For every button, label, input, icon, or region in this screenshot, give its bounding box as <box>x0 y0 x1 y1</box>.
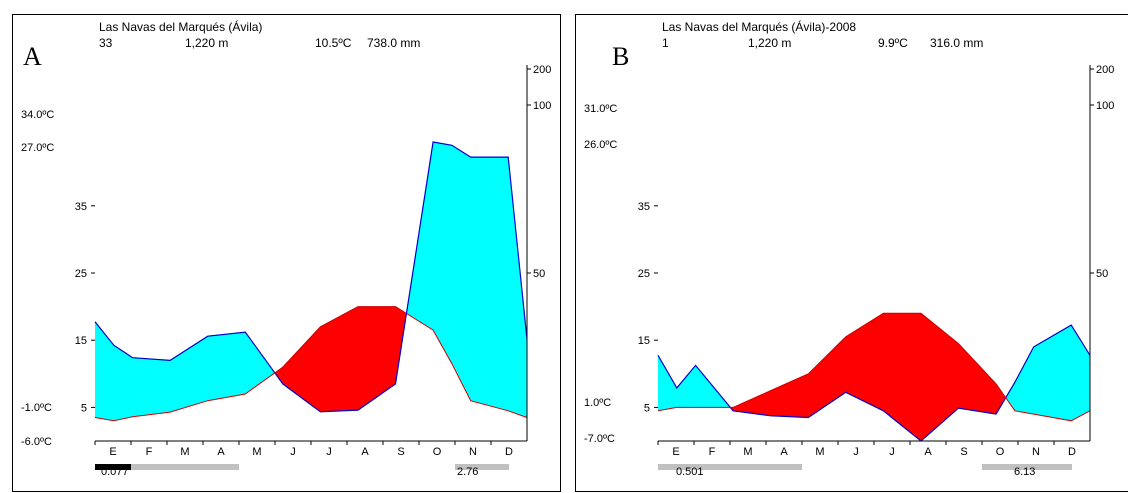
month-label: N <box>1032 446 1040 458</box>
month-label: S <box>397 446 404 458</box>
left-tick-label: 35 <box>75 201 87 213</box>
stat-altitude: 1,220 m <box>185 36 228 50</box>
dry-area <box>95 142 527 412</box>
stat-mean-temp: 10.5ºC <box>315 36 352 50</box>
climate-diagram-panel-b: B Las Navas del Marqués (Ávila)-2008 1 1… <box>575 14 1128 492</box>
humid-area <box>95 142 527 421</box>
month-label: J <box>853 446 859 458</box>
right-tick-label: 100 <box>1096 100 1114 112</box>
month-label: D <box>505 446 513 458</box>
left-tick-label: 5 <box>81 402 87 414</box>
extreme-temp-label: -7.0ºC <box>584 433 615 445</box>
panel-letter: A <box>23 42 42 71</box>
chart-title: Las Navas del Marqués (Ávila)-2008 <box>662 19 856 34</box>
temperature-line <box>657 312 1091 422</box>
left-tick-label: 25 <box>75 268 87 280</box>
month-label: J <box>326 446 332 458</box>
precipitation-line <box>94 141 528 413</box>
temperature-line <box>94 306 528 422</box>
month-label: N <box>469 446 477 458</box>
chart-svg-a: A Las Navas del Marqués (Ávila) 33 1,220… <box>21 19 551 478</box>
month-label: D <box>1068 446 1076 458</box>
dry-area <box>658 313 1090 441</box>
left-tick-label: 35 <box>638 201 650 213</box>
right-tick-label: 100 <box>533 100 551 112</box>
extreme-temp-label: 27.0ºC <box>21 142 54 154</box>
left-tick-label: 25 <box>638 268 650 280</box>
month-label: F <box>146 446 153 458</box>
extreme-temp-label: 1.0ºC <box>584 397 611 409</box>
frost-period-bar <box>658 464 802 470</box>
month-label: E <box>109 446 116 458</box>
right-tick-label: 50 <box>1096 268 1108 280</box>
chart-title: Las Navas del Marqués (Ávila) <box>99 19 262 34</box>
bottom-label: 6.13 <box>1014 466 1035 478</box>
plot-area: 35 25 15 5 200 100 50 E F M A M J J A S O N D <box>638 64 1114 470</box>
left-tick-label: 15 <box>75 335 87 347</box>
plot-area: 35 25 15 5 200 100 50 E F M A M J J A S O N D <box>75 64 551 470</box>
month-label: A <box>780 446 788 458</box>
extreme-temp-label: -1.0ºC <box>21 402 52 414</box>
right-tick-label: 200 <box>533 64 551 76</box>
month-label: M <box>252 446 261 458</box>
frost-period-bar <box>455 464 509 470</box>
stat-mean-temp: 9.9ºC <box>878 36 908 50</box>
extreme-temp-label: -6.0ºC <box>21 436 52 448</box>
right-tick-label: 50 <box>533 268 545 280</box>
month-label: O <box>433 446 442 458</box>
extreme-temp-label: 31.0ºC <box>584 103 617 115</box>
left-tick-label: 5 <box>644 402 650 414</box>
humid-area <box>658 313 1090 421</box>
month-label: A <box>924 446 932 458</box>
bottom-label: 0.501 <box>676 466 704 478</box>
month-label: A <box>217 446 225 458</box>
frost-period-bar <box>95 464 131 470</box>
stat-years: 33 <box>99 36 113 50</box>
stat-years: 1 <box>662 36 669 50</box>
month-label: M <box>815 446 824 458</box>
precipitation-line <box>657 324 1091 442</box>
month-label: F <box>709 446 716 458</box>
month-label: A <box>361 446 369 458</box>
panel-letter: B <box>612 42 629 71</box>
frost-period-bar <box>982 464 1072 470</box>
month-label: M <box>180 446 189 458</box>
stat-precip: 316.0 mm <box>930 36 983 50</box>
right-tick-label: 200 <box>1096 64 1114 76</box>
bottom-label: 2.76 <box>457 466 478 478</box>
extreme-temp-label: 26.0ºC <box>584 139 617 151</box>
frost-period-bar <box>131 464 239 470</box>
month-label: M <box>743 446 752 458</box>
extreme-temp-label: 34.0ºC <box>21 109 54 121</box>
climate-diagram-panel-a: A Las Navas del Marqués (Ávila) 33 1,220… <box>12 14 561 492</box>
month-label: S <box>960 446 967 458</box>
stat-precip: 738.0 mm <box>367 36 420 50</box>
month-label: O <box>996 446 1005 458</box>
month-label: J <box>889 446 895 458</box>
month-label: E <box>672 446 679 458</box>
stat-altitude: 1,220 m <box>748 36 791 50</box>
chart-svg-b: B Las Navas del Marqués (Ávila)-2008 1 1… <box>584 19 1114 478</box>
bottom-label: 0.077 <box>101 466 129 478</box>
month-label: J <box>290 446 296 458</box>
left-tick-label: 15 <box>638 335 650 347</box>
